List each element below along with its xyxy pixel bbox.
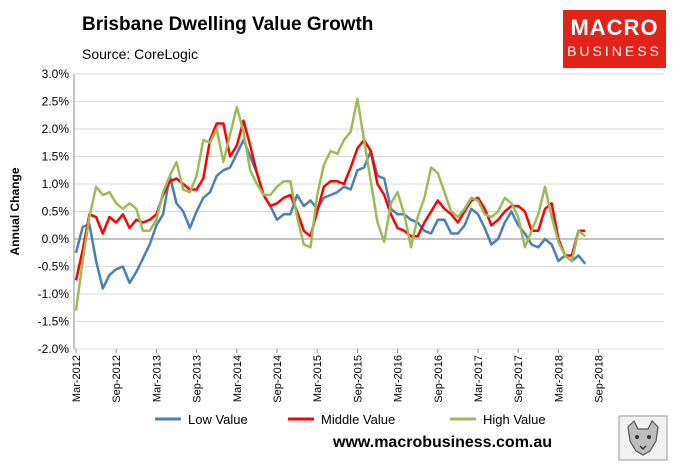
y-tick-label: 0.0%	[42, 232, 70, 246]
y-tick-label: 1.5%	[42, 150, 70, 164]
y-tick-label: 2.0%	[42, 122, 70, 136]
x-tick-label: Sep-2018	[594, 355, 606, 403]
x-tick-label: Sep-2013	[192, 355, 204, 403]
series-line-low-value	[74, 138, 587, 290]
x-tick-label: Mar-2014	[232, 355, 244, 402]
chart-source: Source: CoreLogic	[82, 46, 198, 62]
legend-label: Low Value	[188, 412, 248, 427]
y-tick-label: 1.0%	[42, 177, 70, 191]
macrobusiness-logo: MACRO BUSINESS	[563, 10, 666, 68]
y-axis-label: Annual Change	[8, 167, 22, 255]
x-tick-label: Mar-2016	[393, 355, 405, 402]
wolf-logo-icon	[618, 415, 668, 461]
y-tick-label: -0.5%	[38, 260, 70, 274]
legend-label: Middle Value	[321, 412, 395, 427]
y-tick-label: -1.5%	[38, 315, 70, 329]
x-tick-label: Mar-2017	[473, 355, 485, 402]
x-tick-label: Mar-2015	[312, 355, 324, 402]
y-tick-label: -2.0%	[38, 342, 70, 356]
y-tick-label: 2.5%	[42, 95, 70, 109]
website-url: www.macrobusiness.com.au	[333, 434, 553, 451]
y-tick-label: -1.0%	[38, 287, 70, 301]
x-tick-label: Mar-2018	[553, 355, 565, 402]
x-tick-label: Sep-2012	[111, 355, 123, 403]
x-tick-label: Mar-2012	[71, 355, 83, 402]
x-tick-label: Sep-2016	[433, 355, 445, 403]
x-tick-label: Sep-2017	[513, 355, 525, 403]
logo-line-1: MACRO	[570, 15, 659, 40]
y-tick-label: 3.0%	[42, 67, 70, 81]
legend-label: High Value	[483, 412, 546, 427]
x-tick-label: Sep-2014	[272, 355, 284, 403]
logo-line-2: BUSINESS	[567, 43, 662, 59]
chart-title: Brisbane Dwelling Value Growth	[82, 14, 374, 35]
series-line-high-value	[74, 97, 586, 311]
x-tick-label: Sep-2015	[352, 355, 364, 403]
x-tick-label: Mar-2013	[151, 355, 163, 402]
y-tick-label: 0.5%	[42, 205, 70, 219]
